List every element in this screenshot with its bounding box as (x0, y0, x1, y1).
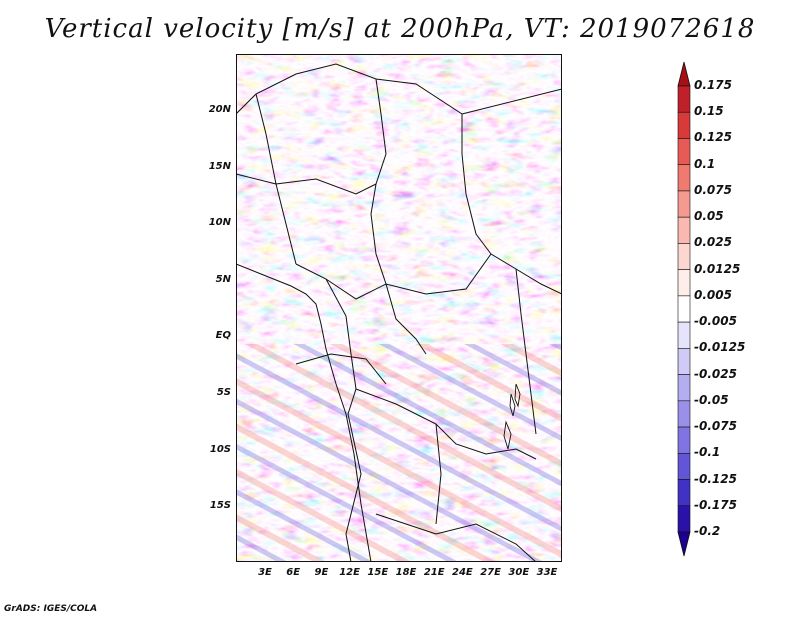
lon-label: 27E (480, 567, 501, 578)
colorbar-segment (677, 505, 691, 533)
colorbar-label: -0.075 (694, 419, 737, 434)
lon-label: 33E (536, 567, 558, 578)
colorbar-segment (677, 479, 691, 507)
credit-text: GrADS: IGES/COLA (4, 604, 98, 614)
colorbar-label: 0.175 (694, 78, 732, 92)
lon-label: 15E (367, 567, 389, 578)
colorbar-label: -0.05 (694, 392, 729, 407)
colorbar-segment (677, 164, 691, 192)
colorbar-label: 0.05 (694, 209, 724, 224)
colorbar-segment (677, 138, 691, 166)
colorbar-segment (677, 321, 691, 349)
lon-label: 30E (508, 567, 530, 578)
lon-label: 21E (423, 567, 445, 578)
lat-label: 15S (209, 500, 231, 512)
colorbar-label: -0.1 (694, 445, 721, 460)
colorbar-segment (677, 111, 691, 139)
lon-label: 18E (395, 567, 417, 578)
colorbar-label: -0.005 (694, 314, 737, 329)
lakes (503, 383, 521, 450)
lon-label: 6E (286, 567, 301, 578)
chart-title: Vertical velocity [m/s] at 200hPa, VT: 2… (44, 14, 756, 44)
colorbar-label: 0.025 (694, 235, 732, 250)
colorbar-segment (677, 190, 691, 218)
colorbar-label: 0.0125 (694, 261, 741, 276)
lat-label: 20N (208, 104, 231, 115)
lon-label: 12E (339, 567, 360, 578)
lat-label: 10S (209, 443, 231, 455)
lat-label: 5S (216, 387, 231, 398)
lon-label: 24E (452, 567, 473, 578)
country-borders (236, 63, 562, 562)
colorbar-label: -0.125 (694, 471, 737, 486)
lon-label: 9E (314, 567, 329, 578)
lat-label: 15N (208, 160, 231, 172)
colorbar-label: 0.005 (694, 287, 732, 302)
colorbar-label: -0.175 (694, 497, 737, 512)
map-frame (236, 54, 562, 562)
coastline (236, 263, 372, 562)
colorbar-label: -0.0125 (694, 340, 746, 355)
lon-label: 3E (258, 567, 272, 578)
lat-label: 10N (208, 217, 231, 229)
colorbar-segment (677, 216, 691, 244)
map-streak-overlay (236, 344, 562, 562)
colorbar-label: 0.075 (694, 182, 732, 197)
colorbar-top-arrow (677, 61, 691, 87)
colorbar-bottom-arrow (677, 531, 691, 557)
colorbar (677, 61, 691, 557)
colorbar-label: 0.125 (694, 130, 732, 145)
colorbar-segment (677, 85, 691, 113)
colorbar-segment (677, 452, 691, 480)
lat-label: 5N (215, 273, 231, 285)
lat-label: EQ (215, 330, 231, 342)
colorbar-segment (677, 348, 691, 375)
colorbar-label: -0.025 (694, 366, 737, 381)
colorbar-segment (677, 269, 691, 297)
velocity-map (236, 54, 562, 562)
colorbar-segment (677, 400, 691, 428)
colorbar-segment (677, 426, 691, 454)
colorbar-segment (677, 295, 691, 323)
colorbar-label: -0.2 (694, 524, 721, 538)
colorbar-segment (677, 243, 691, 270)
colorbar-label: 0.15 (694, 104, 724, 119)
colorbar-label: 0.1 (694, 156, 716, 171)
colorbar-segment (677, 374, 691, 402)
